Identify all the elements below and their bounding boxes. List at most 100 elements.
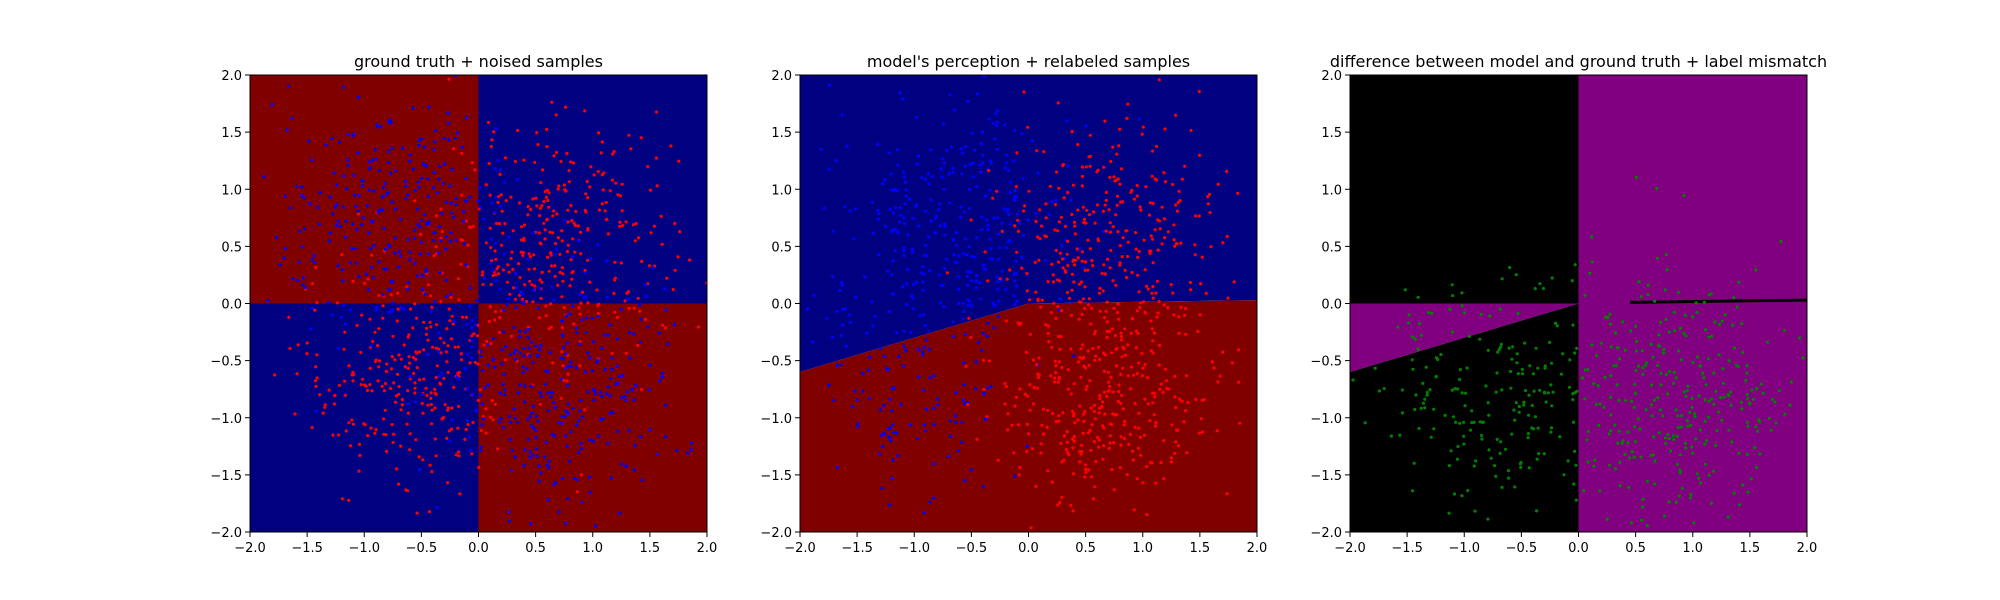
data-point [989,384,993,388]
data-point [1101,229,1105,233]
data-point [1656,363,1660,367]
data-point [1194,214,1198,218]
data-point [1413,407,1417,412]
data-point [442,136,446,140]
data-point [1097,345,1101,349]
data-point [351,279,355,283]
data-point [1061,266,1065,270]
data-point [331,212,335,216]
data-point [1512,408,1516,412]
data-point [1363,421,1367,425]
data-point [376,344,380,348]
data-point [1135,309,1139,313]
data-point [1421,381,1425,385]
data-point [1084,124,1088,128]
data-point [1153,395,1157,399]
data-point [408,250,412,254]
data-point [597,208,602,212]
data-point [560,326,565,330]
data-point [407,281,411,285]
data-point [922,423,927,427]
data-point [1769,428,1773,432]
data-point [440,371,444,375]
data-point [603,333,607,337]
data-point [494,196,498,200]
data-point [533,160,537,165]
data-point [489,237,493,241]
data-point [366,277,370,281]
data-point [1136,273,1140,277]
data-point [1107,208,1111,212]
data-point [427,105,431,109]
data-point [406,389,410,393]
data-point [411,326,415,330]
data-point [1468,428,1473,432]
data-point [385,449,389,453]
data-point [1508,369,1513,374]
data-point [1022,90,1026,94]
data-point [1494,390,1498,394]
data-point [636,236,641,240]
data-point [1694,301,1698,305]
data-point [480,273,484,277]
data-point [1487,448,1491,452]
data-point [600,346,604,350]
data-point [963,332,967,336]
data-point [855,425,860,429]
data-point [445,327,449,331]
data-point [1010,423,1014,427]
data-point [1608,322,1613,326]
data-point [1110,327,1115,331]
data-point [1230,361,1234,365]
data-point [1069,313,1073,317]
data-point [1206,195,1210,199]
data-point [919,271,924,275]
data-point [563,366,568,370]
y-tick-label: 1.5 [221,126,242,141]
data-point [916,154,921,158]
data-point [504,344,508,348]
data-point [1549,426,1554,430]
data-point [575,330,579,335]
data-point [502,425,506,429]
data-point [1082,217,1087,221]
data-point [964,237,968,241]
data-point [491,273,495,278]
data-point [1054,371,1058,375]
x-tick-label: 1.0 [1682,541,1703,556]
data-point [1198,313,1202,317]
data-point [344,219,348,223]
data-point [480,402,484,406]
data-point [583,408,587,412]
data-point [393,207,398,211]
data-point [586,390,590,394]
data-point [356,95,361,99]
data-point [600,140,605,144]
data-point [1096,239,1101,243]
data-point [381,304,385,308]
data-point [335,183,339,187]
data-point [1146,402,1150,406]
data-point [551,214,555,218]
data-point [372,243,376,247]
data-point [526,336,530,340]
data-point [992,326,996,330]
chart-title: model's perception + relabeled samples [867,52,1190,71]
data-point [1458,377,1462,382]
data-point [495,267,499,271]
data-point [599,390,603,394]
data-point [1416,347,1420,351]
data-point [613,276,618,280]
data-point [1615,383,1619,387]
data-point [361,179,365,183]
data-point [543,382,548,386]
data-point [1636,364,1641,368]
data-point [1015,151,1019,155]
data-point [1004,288,1008,292]
data-point [392,432,396,436]
data-point [1699,481,1703,485]
data-point [981,161,985,165]
data-point [1423,406,1427,410]
data-point [624,398,628,402]
data-point [1007,212,1011,217]
